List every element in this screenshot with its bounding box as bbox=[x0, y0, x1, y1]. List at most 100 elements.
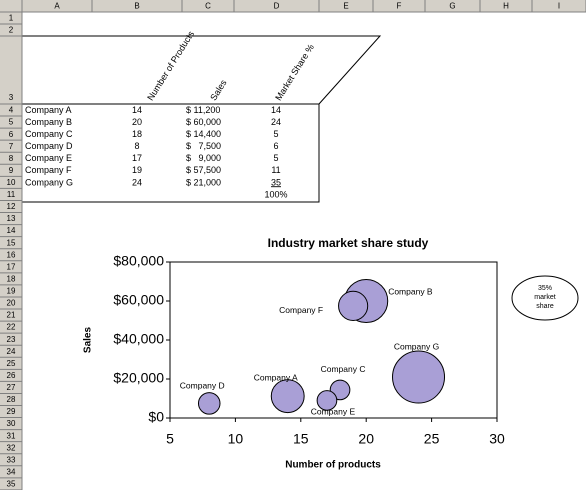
x-tick-label: 25 bbox=[424, 431, 440, 447]
table-cell: $ 11,200 bbox=[186, 105, 220, 115]
table-cell: Company G bbox=[25, 177, 73, 187]
column-header: F bbox=[397, 2, 402, 11]
table-cell: 8 bbox=[134, 141, 139, 151]
table-cell: Company A bbox=[25, 105, 72, 115]
bubble-label: Company G bbox=[394, 341, 439, 351]
table-cell: 5 bbox=[273, 153, 278, 163]
row-header: 1 bbox=[9, 14, 14, 23]
column-header: A bbox=[54, 2, 60, 11]
row-header: 14 bbox=[7, 226, 16, 235]
size-legend-text: market bbox=[534, 294, 555, 301]
table-cell: $ 60,000 bbox=[186, 117, 221, 127]
column-header: I bbox=[558, 2, 560, 11]
bubble bbox=[197, 392, 221, 415]
bubble-label: Company E bbox=[311, 407, 356, 417]
row-header: 13 bbox=[7, 214, 16, 223]
row-header: 35 bbox=[7, 479, 16, 488]
row-header: 23 bbox=[7, 335, 16, 344]
table-cell: 35 bbox=[271, 177, 281, 187]
x-tick-label: 30 bbox=[489, 431, 505, 447]
table-cell: Company B bbox=[25, 117, 72, 127]
table-cell: 24 bbox=[271, 117, 281, 127]
table-cell: Company E bbox=[25, 153, 72, 163]
row-header: 34 bbox=[7, 467, 16, 476]
table-cell: 24 bbox=[132, 177, 142, 187]
row-header: 7 bbox=[9, 142, 14, 151]
y-tick-label: $0 bbox=[148, 409, 164, 425]
table-cell: 11 bbox=[271, 165, 280, 175]
row-header-bar bbox=[0, 0, 22, 490]
x-axis-label: Number of products bbox=[285, 460, 381, 471]
row-header: 28 bbox=[7, 395, 16, 404]
row-header: 21 bbox=[7, 311, 16, 320]
y-tick-label: $80,000 bbox=[113, 253, 164, 269]
bubble-label: Company A bbox=[254, 372, 298, 382]
bubble-label: Company B bbox=[388, 286, 433, 296]
row-header: 33 bbox=[7, 455, 16, 464]
row-header: 11 bbox=[7, 190, 16, 199]
row-header: 8 bbox=[9, 154, 14, 163]
bubble bbox=[338, 290, 369, 321]
column-header: G bbox=[449, 2, 455, 11]
row-header: 10 bbox=[7, 178, 16, 187]
x-tick-label: 15 bbox=[293, 431, 309, 447]
table-cell: 19 bbox=[132, 165, 142, 175]
row-header: 22 bbox=[7, 323, 16, 332]
bubble-label: Company D bbox=[180, 381, 225, 391]
row-header: 16 bbox=[7, 250, 16, 259]
column-header: D bbox=[274, 2, 280, 11]
row-header: 2 bbox=[9, 26, 14, 35]
y-tick-label: $60,000 bbox=[113, 292, 164, 308]
row-header: 6 bbox=[9, 130, 14, 139]
table-cell: 14 bbox=[132, 105, 142, 115]
row-header: 3 bbox=[9, 93, 14, 102]
row-header: 19 bbox=[7, 287, 16, 296]
x-tick-label: 10 bbox=[228, 431, 244, 447]
table-cell: $ 14,400 bbox=[186, 129, 221, 139]
row-header: 4 bbox=[9, 106, 14, 115]
table-cell: 17 bbox=[132, 153, 142, 163]
row-header: 17 bbox=[7, 262, 16, 271]
row-header: 18 bbox=[7, 274, 16, 283]
table-cell: $ 7,500 bbox=[186, 141, 221, 151]
size-legend-text: 35% bbox=[538, 285, 552, 292]
column-header: C bbox=[205, 2, 211, 11]
column-header: B bbox=[134, 2, 139, 11]
row-header: 5 bbox=[9, 118, 14, 127]
row-header: 27 bbox=[7, 383, 16, 392]
table-cell: 14 bbox=[271, 105, 281, 115]
y-tick-label: $40,000 bbox=[113, 331, 164, 347]
row-header: 15 bbox=[7, 238, 16, 247]
size-legend bbox=[511, 275, 579, 321]
row-header: 25 bbox=[7, 359, 16, 368]
table-cell: Company D bbox=[25, 141, 73, 151]
chart-title: Industry market share study bbox=[268, 236, 429, 250]
table-cell: 18 bbox=[132, 129, 142, 139]
table-cell: Company C bbox=[25, 129, 73, 139]
row-header: 9 bbox=[9, 166, 14, 175]
column-header: H bbox=[503, 2, 509, 11]
table-cell: 5 bbox=[273, 129, 278, 139]
column-header-bar bbox=[0, 0, 586, 12]
row-header: 31 bbox=[7, 431, 16, 440]
size-legend-text: share bbox=[536, 303, 554, 310]
row-header: 20 bbox=[7, 299, 16, 308]
row-header: 26 bbox=[7, 371, 16, 380]
row-header: 30 bbox=[7, 419, 16, 428]
table-total: 100% bbox=[264, 189, 287, 199]
table-cell: $ 21,000 bbox=[186, 177, 221, 187]
x-tick-label: 5 bbox=[166, 431, 174, 447]
bubble bbox=[392, 350, 446, 404]
y-tick-label: $20,000 bbox=[113, 370, 164, 386]
bubble bbox=[316, 390, 338, 411]
column-header: E bbox=[343, 2, 348, 11]
row-header: 29 bbox=[7, 407, 16, 416]
table-cell: Company F bbox=[25, 165, 72, 175]
table-cell: $ 9,000 bbox=[186, 153, 221, 163]
row-header: 12 bbox=[7, 202, 16, 211]
bubble-label: Company F bbox=[279, 305, 323, 315]
row-header: 32 bbox=[7, 443, 16, 452]
bubble-label: Company C bbox=[321, 364, 366, 374]
bubble bbox=[270, 379, 305, 414]
